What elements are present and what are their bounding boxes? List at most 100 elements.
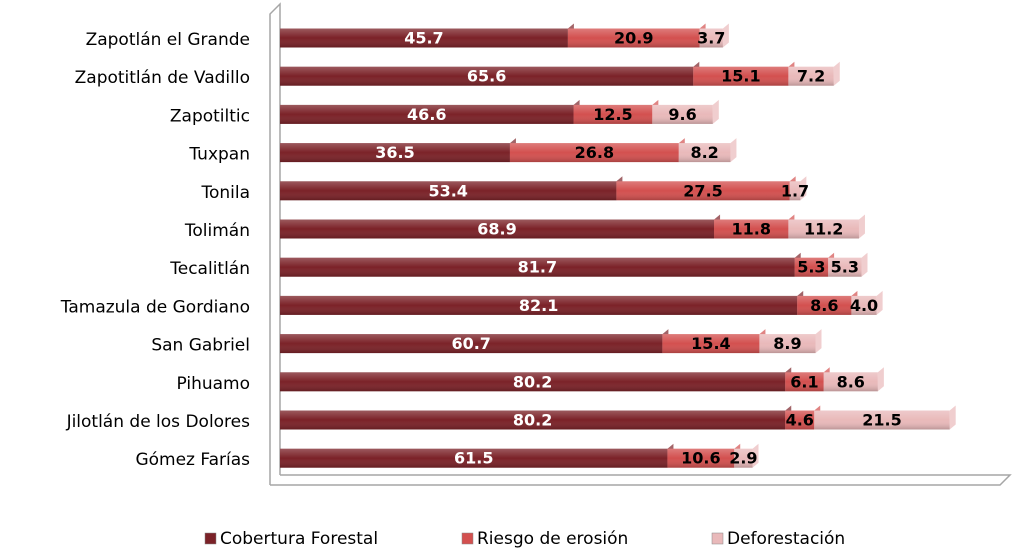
bar-shade <box>667 448 735 468</box>
bar-shade <box>573 104 653 124</box>
value-label: 65.6 <box>467 67 506 86</box>
bar-shade <box>699 28 723 48</box>
legend-label: Deforestación <box>727 529 845 549</box>
bar-side <box>877 367 884 392</box>
category-label: Tamazula de Gordiano <box>60 297 250 317</box>
value-label: 15.1 <box>721 67 760 86</box>
bar-shade <box>280 66 694 86</box>
value-label: 11.8 <box>731 220 770 239</box>
bar-side <box>876 290 883 315</box>
value-label: 4.6 <box>786 411 814 430</box>
value-label: 7.2 <box>797 67 825 86</box>
category-label: Tecalitlán <box>169 259 250 279</box>
category-label: Tonila <box>200 183 250 203</box>
bar-shade <box>280 181 617 201</box>
plot-frame <box>269 2 1012 486</box>
value-label: 27.5 <box>683 181 722 200</box>
bar-side <box>712 99 719 124</box>
bar-side <box>861 252 868 277</box>
legend-label: Riesgo de erosión <box>477 529 628 549</box>
value-label: 10.6 <box>681 449 720 468</box>
bar-shade <box>280 448 668 468</box>
category-label: San Gabriel <box>151 336 250 356</box>
bar-shade <box>797 295 852 315</box>
value-label: 36.5 <box>375 143 414 162</box>
bar-shade <box>280 28 568 48</box>
value-label: 8.9 <box>773 334 801 353</box>
bar-shade <box>280 143 510 163</box>
value-label: 80.2 <box>513 372 552 391</box>
value-label: 3.7 <box>697 29 725 48</box>
bar-shade <box>280 257 795 277</box>
bar-shade <box>280 372 786 392</box>
bar-side <box>722 23 729 48</box>
legend-swatch <box>461 532 474 545</box>
value-label: 8.6 <box>837 372 865 391</box>
bar-shade <box>788 66 834 86</box>
value-label: 5.3 <box>797 258 825 277</box>
bar-side <box>800 176 807 201</box>
category-label: Jilotlán de los Dolores <box>66 412 251 432</box>
bar-shade <box>616 181 790 201</box>
value-label: 26.8 <box>575 143 614 162</box>
value-label: 68.9 <box>477 220 516 239</box>
value-label: 11.2 <box>804 220 843 239</box>
bar-shade <box>652 104 713 124</box>
bar-shade <box>678 143 731 163</box>
bar-shade <box>789 181 801 201</box>
value-label: 61.5 <box>454 449 493 468</box>
bar-shade <box>714 219 789 239</box>
value-label: 9.6 <box>668 105 696 124</box>
bar-shade <box>280 334 663 354</box>
bar-shade <box>785 410 815 430</box>
bar-shade <box>794 257 829 277</box>
bar-shade <box>567 28 700 48</box>
legend-swatch <box>711 532 724 545</box>
value-label: 46.6 <box>407 105 446 124</box>
bar-shade <box>280 104 574 124</box>
bar-shade <box>828 257 862 277</box>
category-label: Tolimán <box>184 221 250 241</box>
value-label: 81.7 <box>518 258 557 277</box>
bar-shade <box>280 410 786 430</box>
bar-shade <box>280 219 715 239</box>
bar-side <box>815 329 822 354</box>
category-label: Gómez Farías <box>135 450 250 470</box>
bar-shade <box>693 66 789 86</box>
value-label: 8.2 <box>690 143 718 162</box>
bar-shade <box>509 143 679 163</box>
value-label: 1.7 <box>781 181 809 200</box>
legend-swatch <box>204 532 217 545</box>
value-label: 8.6 <box>810 296 838 315</box>
value-label: 53.4 <box>428 181 467 200</box>
bar-shade <box>280 295 798 315</box>
bar-side <box>858 214 865 239</box>
category-label: Zapotlán el Grande <box>86 30 250 50</box>
value-label: 12.5 <box>593 105 632 124</box>
category-label: Pihuamo <box>176 374 250 394</box>
bar-shade <box>788 219 859 239</box>
category-label: Tuxpan <box>188 145 250 165</box>
bar-shade <box>851 295 877 315</box>
value-label: 5.3 <box>831 258 859 277</box>
category-label: Zapotiltic <box>170 106 250 126</box>
value-label: 6.1 <box>790 372 818 391</box>
bar-shade <box>662 334 760 354</box>
value-label: 20.9 <box>614 29 653 48</box>
bar-side <box>833 61 840 86</box>
value-label: 80.2 <box>513 411 552 430</box>
category-label: Zapotitlán de Vadillo <box>75 68 250 88</box>
legend-label: Cobertura Forestal <box>220 529 378 549</box>
bar-shade <box>785 372 824 392</box>
bar-shade <box>734 448 753 468</box>
value-label: 45.7 <box>404 29 443 48</box>
value-label: 60.7 <box>451 334 490 353</box>
bar-shade <box>814 410 950 430</box>
bar-side <box>949 405 956 430</box>
value-label: 4.0 <box>850 296 878 315</box>
value-label: 15.4 <box>691 334 730 353</box>
bar-side <box>730 138 737 163</box>
value-label: 2.9 <box>729 449 757 468</box>
value-label: 82.1 <box>519 296 558 315</box>
